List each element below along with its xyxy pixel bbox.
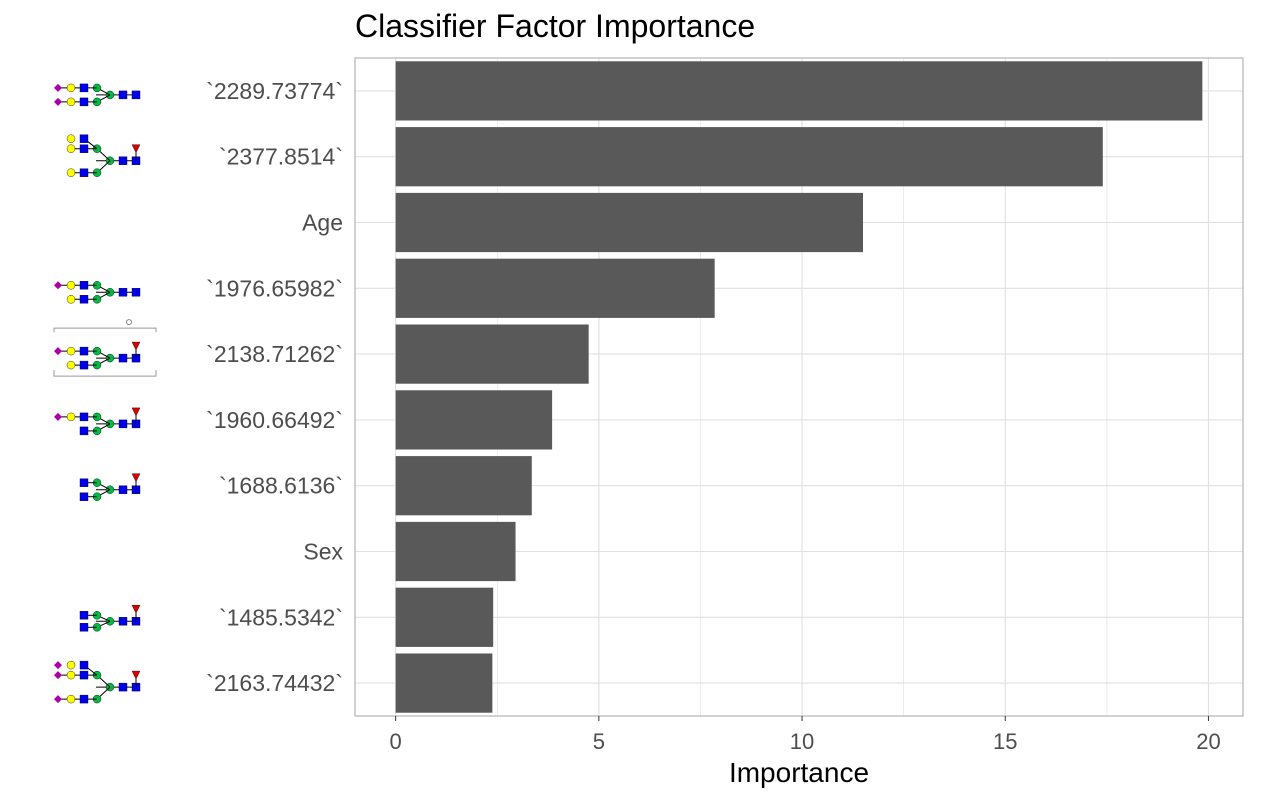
bar: [395, 258, 715, 318]
category-label: `2138.71262`: [206, 341, 343, 367]
bar: [395, 521, 516, 582]
glycan-2138-icon: [53, 319, 157, 377]
bars: [395, 61, 1203, 713]
bar: [395, 324, 589, 384]
glycan-1960-icon: [54, 407, 141, 436]
category-label: `1688.6136`: [219, 473, 343, 499]
x-tick-label: 10: [790, 729, 814, 754]
bar: [395, 390, 553, 450]
bar: [395, 653, 493, 713]
glycan-2377-icon: [66, 134, 141, 177]
bar: [395, 456, 532, 516]
x-tick-label: 20: [1196, 729, 1220, 754]
category-label: `1485.5342`: [219, 604, 343, 630]
x-axis-ticks: 0 5 10 15 20: [390, 716, 1221, 754]
x-tick-label: 5: [593, 729, 605, 754]
category-labels: `2289.73774` `2377.8514` Age `1976.65982` `2…: [206, 78, 343, 696]
glycan-1976-icon: [54, 281, 141, 304]
category-label: `2289.73774`: [206, 78, 343, 104]
category-label: `2377.8514`: [219, 144, 343, 170]
panel-border: [354, 57, 1244, 717]
bar: [395, 587, 494, 647]
glycan-1485-icon: [79, 605, 141, 632]
x-axis-title: Importance: [729, 757, 869, 788]
category-label: `1976.65982`: [206, 275, 343, 301]
bar: [395, 192, 864, 253]
bar: [395, 127, 1103, 187]
category-label: Sex: [303, 539, 343, 565]
glycan-1688-icon: [79, 473, 141, 501]
category-label: `2163.74432`: [206, 670, 343, 696]
glycan-2163-icon: [54, 660, 141, 704]
glycan-icons: [53, 83, 157, 704]
chart-title: Classifier Factor Importance: [355, 8, 755, 44]
bar: [395, 61, 1203, 121]
x-tick-label: 0: [390, 729, 402, 754]
glycan-2289-icon: [54, 83, 141, 107]
category-label: `1960.66492`: [206, 407, 343, 433]
x-tick-label: 15: [993, 729, 1017, 754]
category-label: Age: [302, 210, 343, 236]
